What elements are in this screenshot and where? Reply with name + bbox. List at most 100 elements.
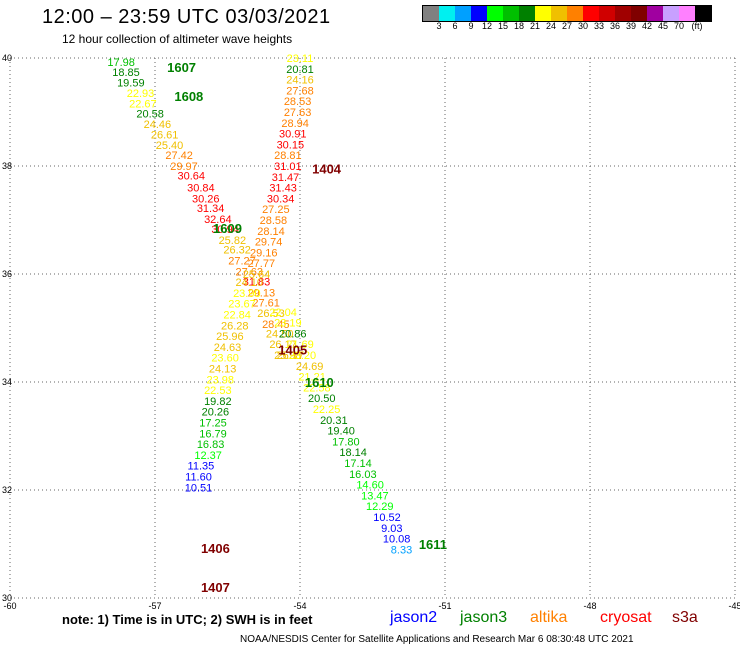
wave-height-value: 13.47 [361, 490, 389, 502]
wave-height-value: 22.04 [269, 307, 297, 319]
wave-height-value: 19.59 [117, 77, 145, 89]
wave-height-value: 16.03 [349, 469, 377, 481]
legend-label: 3 [436, 21, 442, 31]
wave-height-value: 18.85 [112, 67, 140, 79]
x-tick-label: -45 [728, 601, 740, 611]
legend-label: 45 [657, 21, 669, 31]
y-tick-label: 32 [2, 485, 12, 495]
wave-height-value: 20.81 [286, 64, 314, 76]
satellite-name-s3a: s3a [672, 609, 698, 626]
wave-height-value: 8.33 [391, 544, 412, 556]
legend-label: 27 [561, 21, 573, 31]
wave-height-value: 24.46 [144, 119, 172, 131]
y-tick-label: 36 [2, 269, 12, 279]
wave-height-value: 30.91 [279, 129, 307, 141]
wave-height-value: 24.63 [214, 342, 242, 354]
wave-height-value: 14.60 [356, 480, 384, 492]
legend-label: 6 [452, 21, 458, 31]
y-tick-label: 30 [2, 593, 12, 603]
legend-label: 42 [641, 21, 653, 31]
legend-unit: (ft) [691, 21, 703, 31]
pass-number-label: 1609 [213, 221, 242, 236]
wave-height-value: 20.86 [279, 328, 307, 340]
legend-swatch [487, 6, 503, 21]
x-tick-label: -57 [148, 601, 161, 611]
wave-height-value: 22.67 [129, 98, 157, 110]
pass-number-label: 1407 [201, 580, 230, 595]
satellite-name-jason2: jason2 [390, 609, 438, 626]
legend-swatch [567, 6, 583, 21]
wave-height-value: 27.25 [262, 204, 290, 216]
legend-swatch [519, 6, 535, 21]
x-tick-label: -51 [438, 601, 451, 611]
wave-height-value: 24.69 [296, 361, 324, 373]
wave-height-value: 27.63 [235, 266, 263, 278]
wave-height-value: 31.47 [272, 172, 300, 184]
wave-height-value: 28.81 [274, 150, 302, 162]
wave-height-value: 20.50 [308, 393, 336, 405]
wave-height-value: 30.34 [267, 193, 295, 205]
wave-height-value: 20.58 [136, 109, 164, 121]
pass-number-label: 1405 [278, 343, 307, 358]
legend-label: 18 [513, 21, 525, 31]
wave-height-value: 24.50 [266, 328, 294, 340]
wave-height-value: 27.27 [228, 256, 256, 268]
wave-height-value: 22.58 [303, 382, 331, 394]
wave-height-value: 31.01 [274, 161, 302, 173]
legend-label: 24 [545, 21, 557, 31]
legend-swatch [455, 6, 471, 21]
wave-height-value: 27.63 [284, 107, 312, 119]
pass-number-label: 1607 [167, 60, 196, 75]
wave-height-value: 23.19 [274, 318, 302, 330]
satellite-name-cryosat: cryosat [600, 609, 652, 626]
wave-height-value: 23.90 [233, 288, 261, 300]
legend-label: 30 [577, 21, 589, 31]
legend-label: 21 [529, 21, 541, 31]
wave-height-value: 25.64 [243, 269, 271, 281]
pass-number-label: 1610 [305, 375, 334, 390]
wave-height-value: 12.37 [194, 450, 222, 462]
wave-height-value: 29.74 [255, 237, 283, 249]
pass-number-label: 1608 [174, 89, 203, 104]
wave-height-value: 29.16 [250, 247, 278, 259]
wave-height-value: 19.40 [327, 426, 355, 438]
pass-number-label: 1406 [201, 541, 230, 556]
wave-height-value: 30.15 [277, 139, 305, 151]
page-subtitle: 12 hour collection of altimeter wave hei… [62, 32, 293, 46]
wave-height-value: 30.26 [192, 193, 220, 205]
wave-height-value: 22.93 [127, 88, 155, 100]
wave-height-value: 27.77 [248, 258, 276, 270]
wave-height-value: 20.26 [202, 407, 230, 419]
wave-height-value: 27.68 [286, 85, 314, 97]
wave-height-value: 23.98 [206, 374, 234, 386]
wave-height-value: 21.21 [298, 372, 326, 384]
page-title: 12:00 – 23:59 UTC 03/03/2021 [42, 6, 331, 28]
satellite-name-altika: altika [530, 609, 568, 626]
wave-height-value: 24.16 [286, 75, 314, 87]
legend-label: 70 [673, 21, 685, 31]
x-tick-label: -60 [3, 601, 16, 611]
wave-height-value: 30.84 [187, 183, 215, 195]
legend-swatch [423, 6, 439, 21]
wave-height-value: 17.98 [107, 57, 135, 69]
wave-height-value: 17.14 [344, 458, 372, 470]
color-legend-bar [422, 5, 712, 22]
satellite-name-jason3: jason3 [460, 609, 508, 626]
wave-height-value: 17.25 [199, 418, 227, 430]
legend-swatch [551, 6, 567, 21]
wave-height-value: 23.60 [211, 353, 239, 365]
wave-height-value: 31.34 [197, 203, 225, 215]
wave-height-value: 25.96 [216, 331, 244, 343]
wave-height-value: 30.64 [177, 171, 205, 183]
wave-height-value: 16.79 [199, 428, 227, 440]
legend-swatch [631, 6, 647, 21]
pass-number-label: 1611 [419, 537, 447, 552]
legend-swatch [599, 6, 615, 21]
wave-height-value: 9.03 [381, 523, 402, 535]
wave-height-value: 27.61 [252, 298, 280, 310]
wave-height-value: 10.08 [383, 534, 411, 546]
legend-swatch [503, 6, 519, 21]
note-text: note: 1) Time is in UTC; 2) SWH is in fe… [62, 612, 313, 627]
wave-height-value: 19.82 [204, 396, 232, 408]
